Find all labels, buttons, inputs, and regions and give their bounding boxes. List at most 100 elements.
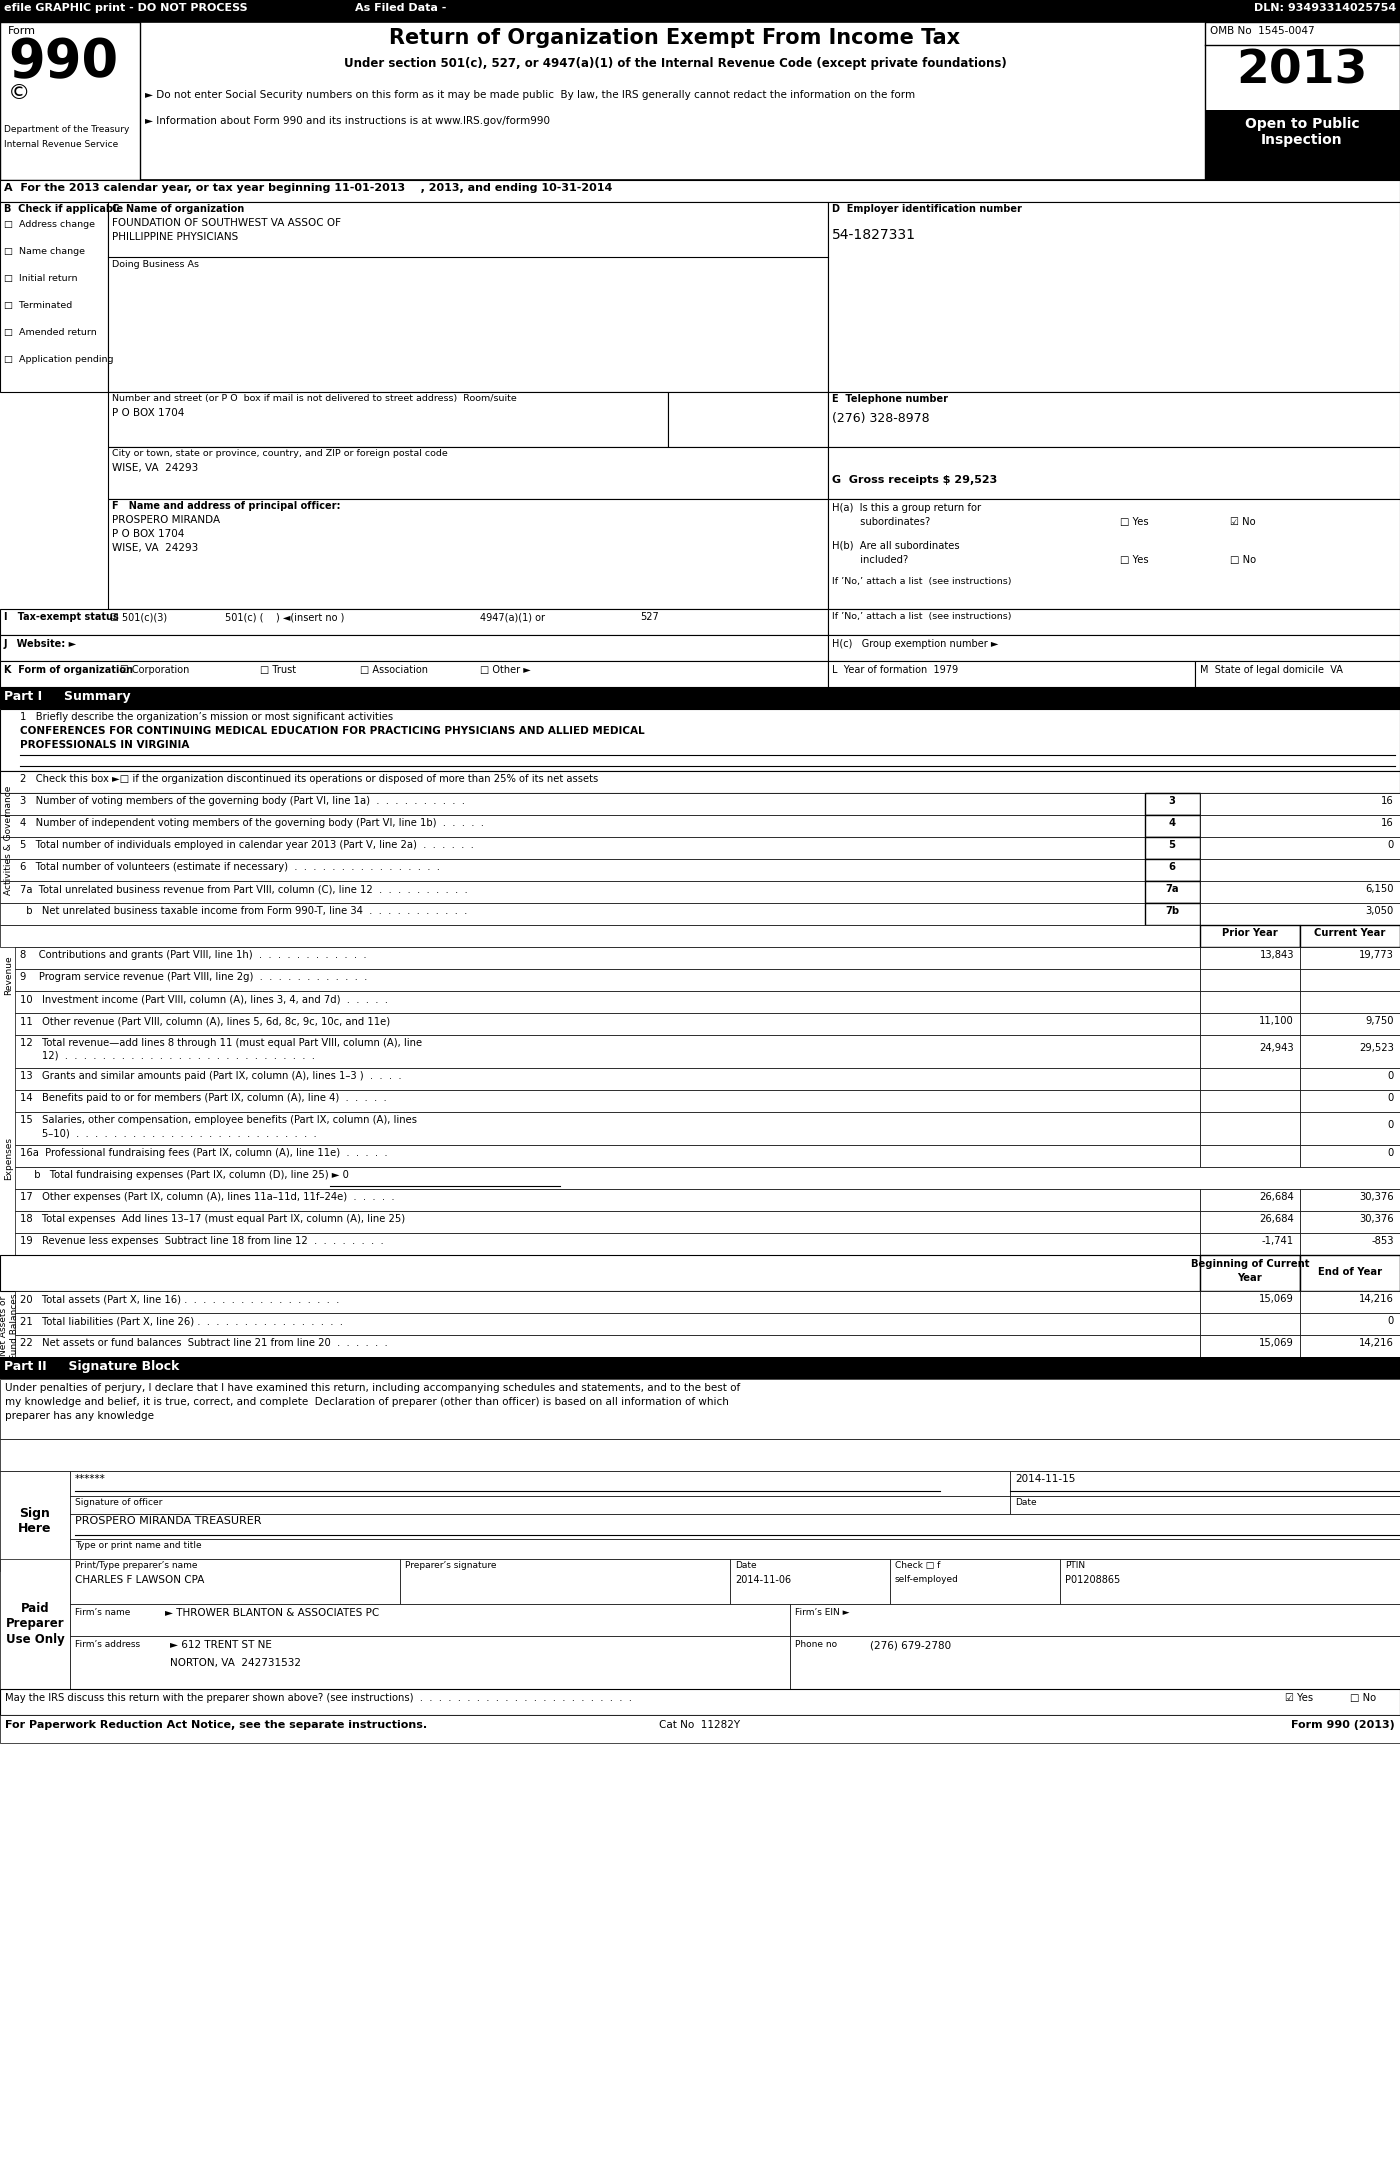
Bar (0, 634, 827, 660)
Bar (1301, 948, 1400, 969)
Text: -1,741: -1,741 (1261, 1236, 1294, 1246)
Text: □ Association: □ Association (360, 664, 428, 675)
Text: 2014-11-15: 2014-11-15 (1015, 1474, 1075, 1485)
Text: ******: ****** (76, 1474, 106, 1485)
Text: ☑ Corporation: ☑ Corporation (120, 664, 189, 675)
Text: CHARLES F LAWSON CPA: CHARLES F LAWSON CPA (76, 1575, 204, 1584)
Text: 16: 16 (1382, 796, 1394, 805)
Text: 21   Total liabilities (Part X, line 26) .  .  .  .  .  .  .  .  .  .  .  .  .  : 21 Total liabilities (Part X, line 26) .… (20, 1316, 343, 1327)
Bar (1301, 1145, 1400, 1166)
Text: subordinates?: subordinates? (832, 517, 930, 528)
Bar (827, 634, 1400, 660)
Text: PTIN: PTIN (1065, 1560, 1085, 1571)
Text: Phone no: Phone no (795, 1640, 837, 1649)
Text: 19,773: 19,773 (1359, 950, 1394, 961)
Text: 990: 990 (8, 37, 118, 89)
Bar (1301, 1212, 1400, 1233)
Text: 26,684: 26,684 (1259, 1214, 1294, 1225)
Bar (15, 991, 1200, 1013)
Text: Signature of officer: Signature of officer (76, 1497, 162, 1506)
Text: A  For the 2013 calendar year, or tax year beginning 11-01-2013    , 2013, and e: A For the 2013 calendar year, or tax yea… (4, 184, 612, 193)
Text: B  Check if applicable: B Check if applicable (4, 203, 123, 214)
Text: Current Year: Current Year (1315, 928, 1386, 937)
Bar (0, 686, 1400, 710)
Bar (1301, 1091, 1400, 1112)
Bar (15, 1069, 1200, 1091)
Text: 0: 0 (1387, 1121, 1394, 1130)
Text: 16a  Professional fundraising fees (Part IX, column (A), line 11e)  .  .  .  .  : 16a Professional fundraising fees (Part … (20, 1147, 388, 1158)
Text: 13,843: 13,843 (1260, 950, 1294, 961)
Bar (1145, 792, 1200, 816)
Bar (0, 770, 1400, 792)
Bar (0, 792, 1145, 816)
Bar (15, 1145, 1200, 1166)
Text: PROFESSIONALS IN VIRGINIA: PROFESSIONALS IN VIRGINIA (20, 740, 189, 751)
Text: 501(c) (    ) ◄(insert no ): 501(c) ( ) ◄(insert no ) (225, 612, 344, 621)
Bar (0, 710, 1400, 770)
Text: Firm’s EIN ►: Firm’s EIN ► (795, 1608, 850, 1617)
Text: Open to Public
Inspection: Open to Public Inspection (1245, 117, 1359, 147)
Text: 0: 0 (1387, 840, 1394, 850)
Text: 6   Total number of volunteers (estimate if necessary)  .  .  .  .  .  .  .  .  : 6 Total number of volunteers (estimate i… (20, 861, 440, 872)
Text: ► Information about Form 990 and its instructions is at www.IRS.gov/form990: ► Information about Form 990 and its ins… (146, 117, 550, 126)
Text: 7b: 7b (1165, 907, 1179, 915)
Bar (15, 1314, 1200, 1335)
Text: -853: -853 (1372, 1236, 1394, 1246)
Text: H(b)  Are all subordinates: H(b) Are all subordinates (832, 541, 959, 552)
Text: 26,684: 26,684 (1259, 1192, 1294, 1201)
Text: 0: 0 (1387, 1147, 1394, 1158)
Bar (70, 1636, 790, 1688)
Text: 14,216: 14,216 (1359, 1337, 1394, 1348)
Text: Cat No  11282Y: Cat No 11282Y (659, 1720, 741, 1729)
Bar (1196, 660, 1400, 686)
Text: Print/Type preparer’s name: Print/Type preparer’s name (76, 1560, 197, 1571)
Text: F   Name and address of principal officer:: F Name and address of principal officer: (112, 502, 340, 511)
Text: Firm’s address: Firm’s address (76, 1640, 140, 1649)
Bar (827, 500, 1400, 608)
Text: Type or print name and title: Type or print name and title (76, 1541, 202, 1549)
Bar (15, 948, 1200, 969)
Text: 16: 16 (1382, 818, 1394, 829)
Text: L  Year of formation  1979: L Year of formation 1979 (832, 664, 958, 675)
Text: E  Telephone number: E Telephone number (832, 394, 948, 405)
Text: WISE, VA  24293: WISE, VA 24293 (112, 463, 199, 474)
Text: 17   Other expenses (Part IX, column (A), lines 11a–11d, 11f–24e)  .  .  .  .  .: 17 Other expenses (Part IX, column (A), … (20, 1192, 395, 1201)
Bar (1200, 902, 1400, 924)
Bar (1200, 1013, 1301, 1034)
Text: Prior Year: Prior Year (1222, 928, 1278, 937)
Bar (0, 902, 1145, 924)
Bar (1009, 1495, 1400, 1515)
Text: 15,069: 15,069 (1259, 1294, 1294, 1305)
Text: M  State of legal domicile  VA: M State of legal domicile VA (1200, 664, 1343, 675)
Bar (1200, 1212, 1301, 1233)
Text: Year: Year (1238, 1272, 1263, 1283)
Bar (0, 924, 1200, 948)
Bar (1200, 859, 1400, 881)
Text: 9,750: 9,750 (1365, 1017, 1394, 1026)
Bar (1200, 948, 1301, 969)
Bar (70, 1558, 400, 1604)
Bar (0, 1378, 1400, 1439)
Text: (276) 328-8978: (276) 328-8978 (832, 411, 930, 424)
Text: 4: 4 (1169, 818, 1176, 829)
Text: Return of Organization Exempt From Income Tax: Return of Organization Exempt From Incom… (389, 28, 960, 48)
Text: 5–10)  .  .  .  .  .  .  .  .  .  .  .  .  .  .  .  .  .  .  .  .  .  .  .  .  .: 5–10) . . . . . . . . . . . . . . . . . … (20, 1127, 316, 1138)
Bar (1200, 924, 1301, 948)
Text: included?: included? (832, 554, 909, 565)
Bar (827, 392, 1400, 448)
Text: b   Total fundraising expenses (Part IX, column (D), line 25) ► 0: b Total fundraising expenses (Part IX, c… (28, 1171, 349, 1179)
Text: ☑ No: ☑ No (1231, 517, 1256, 528)
Text: 7a: 7a (1165, 885, 1179, 894)
Bar (1200, 1292, 1301, 1314)
Text: 12   Total revenue—add lines 8 through 11 (must equal Part VIII, column (A), lin: 12 Total revenue—add lines 8 through 11 … (20, 1039, 423, 1047)
Text: ☑ 501(c)(3): ☑ 501(c)(3) (111, 612, 167, 621)
Bar (15, 1292, 1200, 1314)
Text: □ Other ►: □ Other ► (480, 664, 531, 675)
Text: self-employed: self-employed (895, 1575, 959, 1584)
Bar (1301, 1034, 1400, 1069)
Text: If ’No,’ attach a list  (see instructions): If ’No,’ attach a list (see instructions… (832, 578, 1011, 586)
Text: ©: © (8, 82, 31, 104)
Bar (0, 1558, 70, 1688)
Text: 9    Program service revenue (Part VIII, line 2g)  .  .  .  .  .  .  .  .  .  . : 9 Program service revenue (Part VIII, li… (20, 972, 367, 982)
Bar (1301, 1112, 1400, 1145)
